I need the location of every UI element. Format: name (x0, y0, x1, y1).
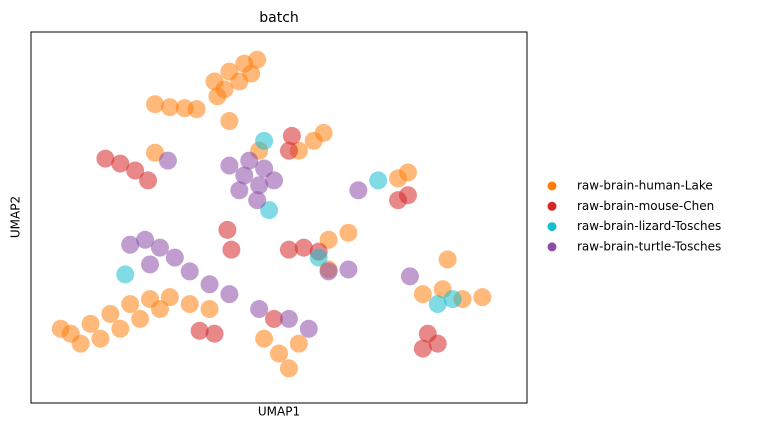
point (240, 151, 259, 170)
point (339, 223, 358, 242)
point (180, 262, 199, 281)
point (235, 166, 254, 185)
point (71, 334, 90, 353)
point (96, 149, 115, 168)
point (443, 290, 462, 309)
point (255, 159, 274, 178)
y-axis-label: UMAP2 (9, 196, 23, 238)
point (250, 300, 269, 319)
point (398, 186, 417, 205)
point (349, 181, 368, 200)
point (141, 255, 160, 274)
point (413, 285, 432, 304)
point (208, 87, 227, 106)
point (428, 334, 447, 353)
point (230, 181, 249, 200)
point (111, 154, 130, 173)
point (299, 319, 318, 338)
point (319, 230, 338, 249)
point (265, 171, 284, 190)
point (248, 191, 267, 210)
point (255, 329, 274, 348)
legend-marker (547, 222, 557, 232)
x-axis-label: UMAP1 (258, 405, 300, 419)
point (369, 171, 388, 190)
point (146, 143, 164, 162)
point (160, 288, 179, 307)
point (242, 64, 261, 83)
point (139, 171, 158, 190)
point (205, 324, 224, 343)
point (146, 95, 164, 114)
point (121, 235, 140, 254)
point (101, 304, 120, 323)
point (413, 339, 432, 358)
point (220, 156, 239, 175)
legend-label: raw-brain-mouse-Chen (577, 199, 714, 213)
point (250, 176, 269, 195)
point (165, 248, 184, 267)
point (200, 275, 219, 294)
point (255, 131, 274, 150)
point (289, 334, 308, 353)
point (126, 161, 145, 180)
point (220, 285, 239, 304)
point (314, 123, 333, 142)
point (282, 126, 301, 145)
point (279, 359, 298, 378)
point (160, 98, 179, 117)
point (319, 262, 338, 281)
point (187, 100, 206, 119)
point (111, 319, 130, 338)
point (180, 295, 199, 314)
point (400, 267, 419, 286)
point (260, 201, 279, 220)
point (473, 288, 492, 307)
point (116, 265, 135, 284)
point (220, 112, 239, 131)
point (150, 238, 169, 257)
point (91, 329, 110, 348)
point (270, 344, 288, 363)
legend-label: raw-brain-lizard-Tosches (577, 219, 721, 233)
point (309, 248, 328, 267)
point (121, 295, 140, 314)
point (218, 220, 237, 239)
legend-label: raw-brain-human-Lake (577, 179, 713, 193)
point (339, 260, 358, 279)
point (158, 151, 177, 170)
point (190, 321, 209, 340)
point (51, 319, 70, 338)
point (279, 309, 298, 328)
point (428, 295, 447, 314)
point (398, 163, 417, 182)
point (131, 309, 150, 328)
point (279, 240, 298, 259)
point (222, 240, 241, 259)
chart-title: batch (259, 10, 299, 26)
point (136, 230, 155, 249)
legend-marker (547, 181, 557, 191)
point (294, 238, 313, 257)
plot-frame (30, 31, 528, 404)
point (265, 309, 284, 328)
point (438, 250, 457, 269)
point (150, 300, 169, 319)
point (81, 314, 100, 333)
legend-marker (547, 242, 557, 252)
point (200, 300, 219, 319)
legend-marker (547, 201, 557, 211)
legend-label: raw-brain-turtle-Tosches (577, 239, 721, 253)
point (279, 141, 298, 160)
point (248, 50, 267, 69)
